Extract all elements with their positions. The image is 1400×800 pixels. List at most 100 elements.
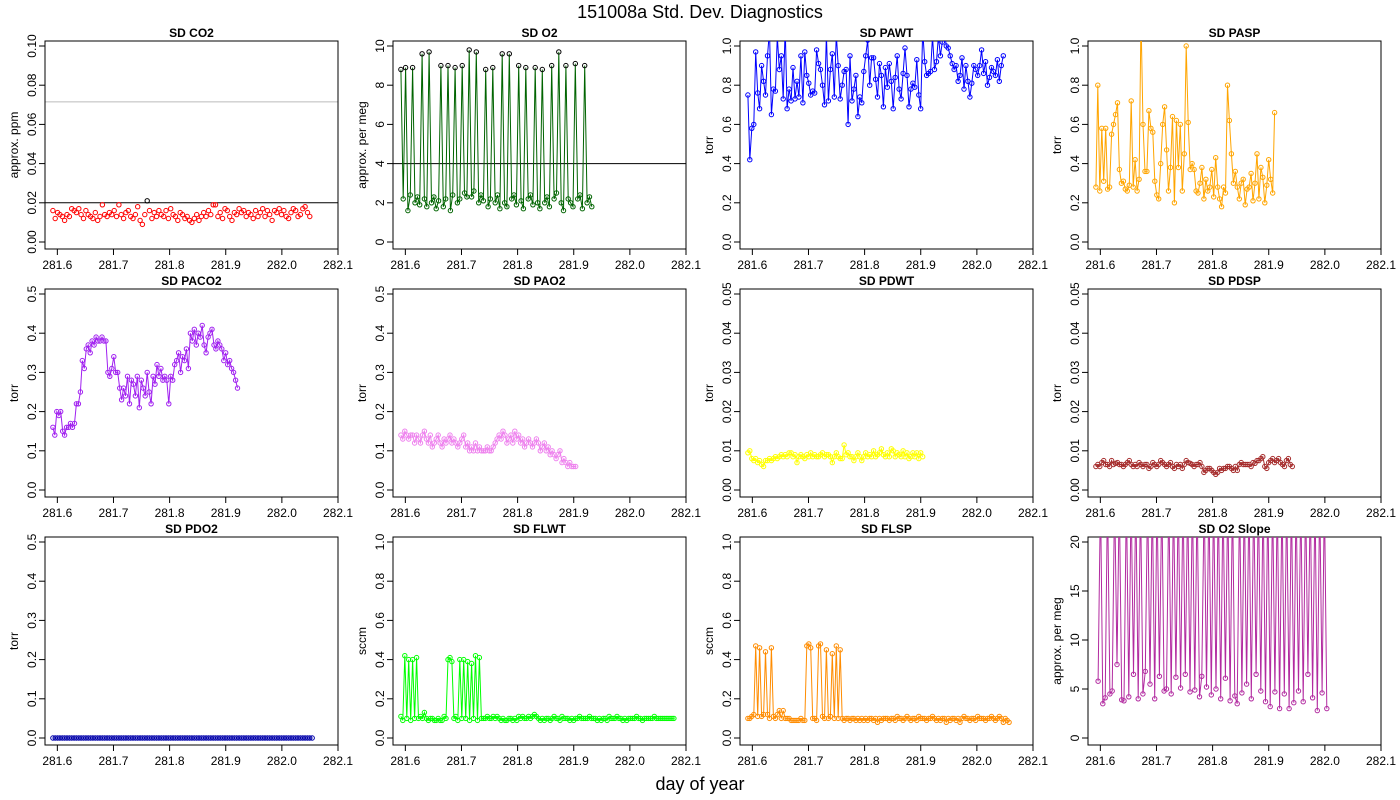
data-point (193, 342, 200, 348)
x-tick-label: 281.7 (98, 754, 128, 768)
data-point (544, 194, 550, 200)
data-point (139, 221, 146, 228)
data-point (890, 106, 896, 112)
data-point (1095, 82, 1101, 88)
data-point (755, 713, 761, 720)
series-group (1093, 454, 1296, 477)
data-point (142, 211, 148, 218)
data-point (1181, 491, 1185, 495)
data-point (304, 209, 311, 216)
data-point (1227, 698, 1233, 704)
data-point (421, 709, 428, 716)
x-tick-label: 282.1 (1018, 754, 1048, 768)
data-point (1179, 188, 1186, 194)
data-point (1130, 184, 1136, 190)
data-point (933, 59, 940, 65)
data-point (229, 217, 235, 224)
x-tick-label: 282.1 (1018, 506, 1048, 520)
x-tick-label: 281.6 (1085, 506, 1115, 520)
data-point (1226, 117, 1233, 124)
y-tick-label: 0.4 (25, 573, 39, 590)
y-tick-label: 8 (373, 82, 387, 89)
data-point (794, 459, 800, 466)
x-tick-label: 281.6 (390, 258, 420, 272)
series-line (747, 642, 1010, 724)
y-tick-label: 2 (373, 199, 387, 206)
data-point (1108, 131, 1115, 137)
data-point (563, 62, 569, 69)
data-point (1186, 491, 1190, 495)
data-point (191, 215, 198, 222)
data-point (1199, 164, 1205, 171)
data-point (1150, 129, 1156, 135)
data-point (975, 72, 981, 79)
data-point (753, 49, 759, 55)
data-point (125, 207, 132, 214)
y-tick-label: 10 (1068, 633, 1082, 647)
data-point (1124, 491, 1128, 495)
data-point (409, 64, 416, 71)
data-point (248, 211, 254, 218)
data-point (527, 192, 534, 198)
data-point (1258, 688, 1264, 694)
data-point (219, 215, 226, 222)
x-tick-label: 282.0 (1310, 506, 1340, 520)
data-point (1187, 689, 1193, 695)
data-point (775, 34, 779, 38)
data-point (628, 715, 634, 722)
data-point (1196, 694, 1203, 700)
data-point (1203, 176, 1209, 183)
data-point (1322, 491, 1326, 495)
data-point (847, 454, 853, 460)
data-point (839, 82, 845, 88)
data-point (61, 432, 68, 438)
data-point (267, 211, 273, 218)
data-point (1247, 491, 1251, 495)
data-point (91, 342, 97, 348)
series-group (1095, 491, 1330, 714)
data-point (156, 373, 162, 379)
data-point (802, 717, 808, 724)
data-point (494, 192, 501, 198)
data-point (561, 715, 567, 722)
data-point (800, 717, 806, 724)
data-point (982, 59, 989, 65)
x-tick-label: 281.9 (1254, 258, 1284, 272)
x-tick-label: 282.0 (267, 258, 297, 272)
data-point (115, 369, 121, 376)
data-point (1207, 184, 1213, 190)
x-tick-label: 281.8 (1198, 506, 1228, 520)
data-point (916, 92, 922, 98)
data-point (998, 62, 1004, 69)
data-point (1142, 668, 1149, 675)
data-point (894, 53, 900, 59)
data-point (1224, 82, 1231, 88)
data-point (71, 420, 78, 427)
data-point (428, 200, 435, 206)
data-point (146, 389, 152, 395)
x-tick-label: 281.8 (503, 754, 533, 768)
data-point (870, 55, 877, 61)
x-tick-label: 281.8 (155, 506, 185, 520)
x-tick-label: 281.7 (793, 754, 823, 768)
plot-frame (1087, 536, 1382, 746)
data-point (551, 196, 557, 202)
data-point (1250, 198, 1256, 204)
data-point (1275, 491, 1279, 495)
data-point (173, 357, 180, 364)
data-point (255, 213, 261, 220)
data-point (1181, 151, 1188, 157)
data-point (939, 715, 945, 722)
data-point (1242, 491, 1246, 495)
data-point (165, 215, 172, 222)
data-point (1213, 686, 1219, 692)
x-tick-label: 281.6 (1085, 258, 1115, 272)
data-point (189, 219, 195, 226)
data-point (1270, 190, 1276, 196)
plot-frame (739, 40, 1034, 250)
data-point (118, 397, 125, 403)
y-axis-label: torr (702, 136, 716, 154)
data-point (274, 209, 280, 216)
data-point (516, 432, 522, 438)
data-point (438, 62, 444, 69)
